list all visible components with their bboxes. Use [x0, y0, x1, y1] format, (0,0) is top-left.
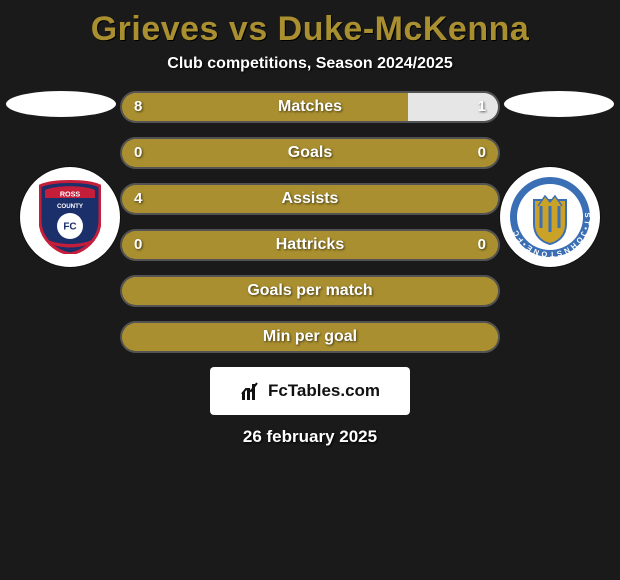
svg-text:ROSS: ROSS — [60, 190, 81, 199]
stat-value-right: 1 — [478, 93, 486, 121]
comparison-title: Grieves vs Duke-McKenna — [0, 0, 620, 49]
stat-value-left: 8 — [134, 93, 142, 121]
stat-label: Min per goal — [122, 323, 498, 351]
stat-label: Goals — [122, 139, 498, 167]
stat-row: Hattricks0 0 — [120, 229, 500, 261]
stat-label: Goals per match — [122, 277, 498, 305]
st-johnstone-crest-icon: S T • J O H N S T O N E • F C — [500, 167, 600, 267]
stat-value-left: 0 — [134, 231, 142, 259]
stat-value-left: 4 — [134, 185, 142, 213]
watermark-text: FcTables.com — [268, 381, 380, 401]
stat-row: Assists4 — [120, 183, 500, 215]
comparison-date: 26 february 2025 — [0, 427, 620, 447]
comparison-subtitle: Club competitions, Season 2024/2025 — [0, 55, 620, 73]
chart-icon — [240, 380, 262, 402]
stat-row: Matches8 1 — [120, 91, 500, 123]
stat-row: Goals0 0 — [120, 137, 500, 169]
team-crest-right: S T • J O H N S T O N E • F C — [500, 167, 600, 267]
watermark: FcTables.com — [210, 367, 410, 415]
stat-label: Assists — [122, 185, 498, 213]
stat-row: Min per goal — [120, 321, 500, 353]
stat-value-right: 0 — [478, 139, 486, 167]
player-oval-right — [504, 91, 614, 117]
svg-text:FC: FC — [63, 222, 76, 233]
stat-label: Matches — [122, 93, 498, 121]
stat-bars: Matches81Goals00Assists4Hattricks00Goals… — [120, 91, 500, 353]
comparison-stage: ROSS COUNTY FC S T • J O H N S T O N E •… — [0, 91, 620, 353]
stat-value-right: 0 — [478, 231, 486, 259]
svg-text:COUNTY: COUNTY — [57, 203, 84, 210]
stat-label: Hattricks — [122, 231, 498, 259]
team-crest-left: ROSS COUNTY FC — [20, 167, 120, 267]
stat-value-left: 0 — [134, 139, 142, 167]
player-oval-left — [6, 91, 116, 117]
stat-row: Goals per match — [120, 275, 500, 307]
ross-county-crest-icon: ROSS COUNTY FC — [20, 167, 120, 267]
